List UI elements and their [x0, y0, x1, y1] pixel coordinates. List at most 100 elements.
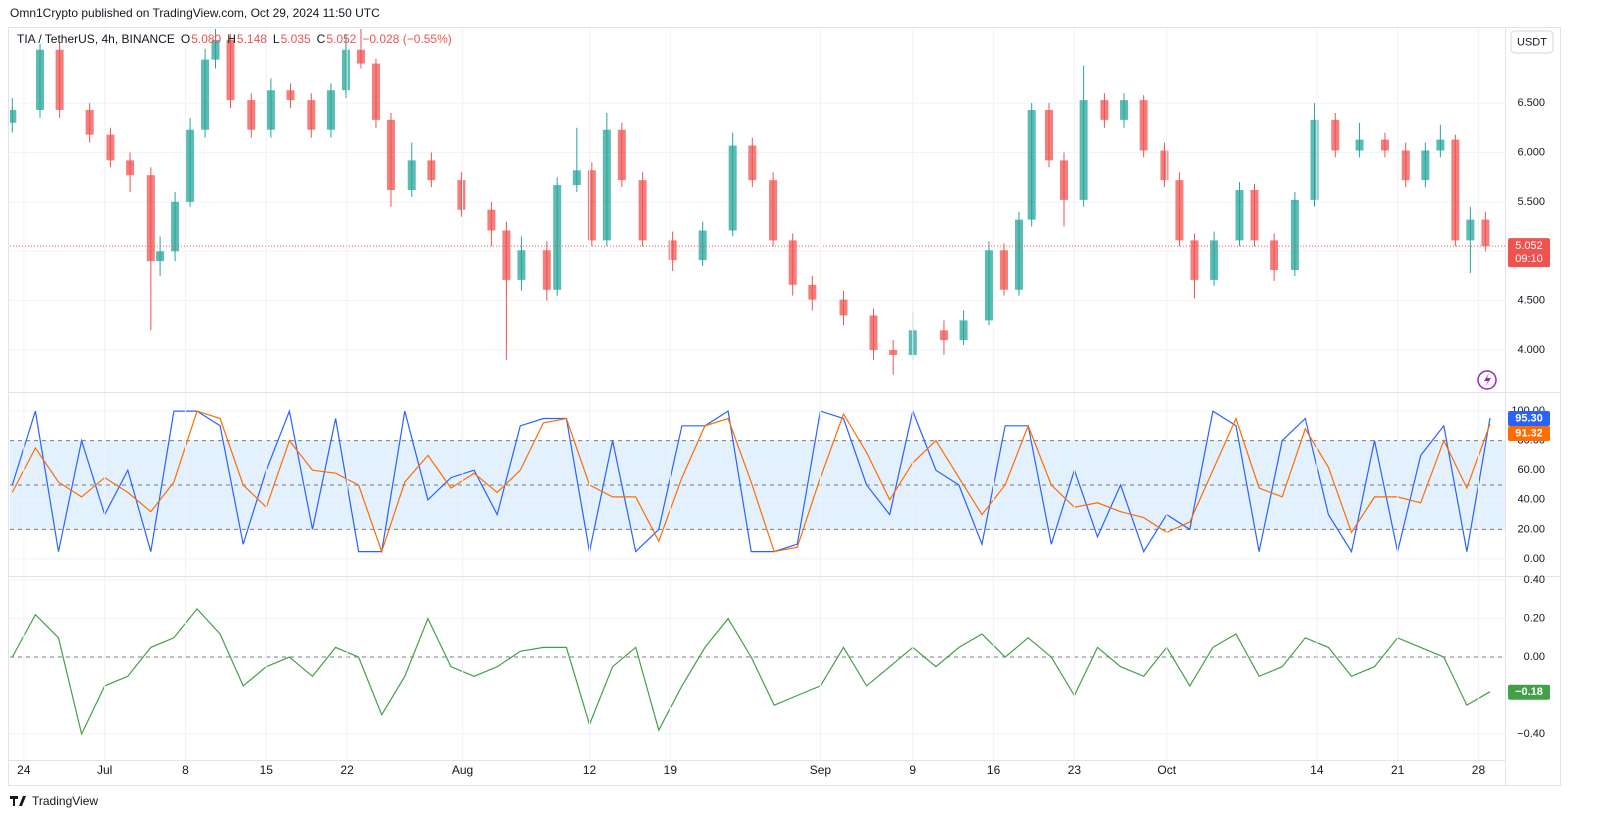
- last-value-box: [1508, 684, 1550, 700]
- candle-body: [638, 180, 647, 241]
- candle-body: [587, 170, 596, 241]
- x-tick-label: 16: [987, 763, 1001, 777]
- plot-layer: 4.0004.5005.0005.5006.0006.5005.05209:10…: [10, 28, 1550, 777]
- candle-body: [839, 299, 848, 316]
- candle-body: [1027, 109, 1036, 220]
- candle-body: [407, 160, 416, 190]
- alert-icon[interactable]: [1477, 370, 1497, 390]
- candle-body: [788, 240, 797, 285]
- chart-frame: [8, 27, 1561, 786]
- candle-body: [1421, 150, 1430, 181]
- candle-body: [1380, 139, 1389, 151]
- candle-body: [1355, 139, 1364, 151]
- y-tick-label: 40.00: [1517, 494, 1545, 506]
- candle-body: [553, 185, 562, 290]
- x-tick-label: 19: [664, 763, 678, 777]
- candle-body: [1210, 240, 1219, 280]
- currency-button[interactable]: USDT: [1510, 30, 1554, 54]
- y-tick-label: 0.40: [1524, 574, 1545, 586]
- last-value-box: [1508, 426, 1550, 442]
- x-tick-label: 21: [1391, 763, 1405, 777]
- candle-body: [542, 250, 551, 290]
- x-tick-label: Jul: [97, 763, 112, 777]
- candle-body: [1190, 240, 1199, 280]
- candle-body: [146, 175, 155, 262]
- candle-body: [156, 251, 165, 262]
- candle-body: [171, 201, 180, 252]
- candle-body: [999, 250, 1008, 290]
- candle-body: [1451, 139, 1460, 241]
- candle-body: [668, 240, 677, 261]
- candle-body: [1079, 100, 1088, 200]
- ohlc-key: O: [181, 32, 190, 46]
- candle-body: [602, 129, 611, 241]
- candle-body: [186, 129, 195, 202]
- candle-body: [1310, 119, 1319, 200]
- candle-body: [1044, 109, 1053, 161]
- candle-body: [55, 49, 64, 110]
- candle-body: [427, 160, 436, 181]
- candle-body: [201, 59, 210, 130]
- x-tick-label: 28: [1472, 763, 1486, 777]
- y-tick-label: 6.000: [1517, 146, 1545, 158]
- x-tick-label: 8: [182, 763, 189, 777]
- candle-body: [487, 209, 496, 231]
- candle-body: [457, 180, 466, 210]
- ohlc-value: 5.035: [281, 32, 311, 46]
- last-value-label: 95.30: [1515, 412, 1543, 424]
- candle-body: [617, 129, 626, 181]
- last-price-box: [1508, 238, 1550, 268]
- candle-body: [266, 90, 275, 130]
- candle-body: [808, 284, 817, 300]
- x-tick-label: 9: [909, 763, 916, 777]
- x-tick-label: 14: [1310, 763, 1324, 777]
- pane: [10, 579, 1505, 736]
- ohlc-value: 5.080: [191, 32, 221, 46]
- alert-bolt[interactable]: [1484, 373, 1491, 387]
- currency-label[interactable]: USDT: [1517, 36, 1547, 48]
- candle-body: [36, 49, 45, 110]
- last-price-label: 5.052: [1515, 240, 1543, 252]
- candle-body: [211, 39, 220, 60]
- candle-body: [869, 315, 878, 351]
- candle-body: [939, 330, 948, 341]
- y-tick-label: 0.20: [1524, 612, 1545, 624]
- y-tick-label: 5.500: [1517, 196, 1545, 208]
- candle-body: [106, 134, 115, 161]
- candle-body: [1401, 150, 1410, 181]
- series-line: [11, 607, 1491, 736]
- candle-body: [984, 250, 993, 321]
- candle-body: [247, 100, 256, 130]
- candle-body: [1100, 100, 1109, 120]
- x-tick-label: Sep: [810, 763, 832, 777]
- candle-body: [286, 90, 295, 101]
- candle-body: [1175, 180, 1184, 241]
- ohlc-key: H: [227, 32, 236, 46]
- candle-body: [1014, 219, 1023, 290]
- publish-info: Omn1Crypto published on TradingView.com,…: [10, 6, 380, 20]
- ohlc-value: 5.148: [237, 32, 267, 46]
- candle-body: [1436, 139, 1445, 151]
- candle-body: [1270, 240, 1279, 271]
- candle-body: [889, 350, 898, 355]
- candle-body: [356, 49, 365, 64]
- countdown-label: 09:10: [1515, 253, 1543, 265]
- x-tick-label: 15: [260, 763, 274, 777]
- x-tick-label: 22: [340, 763, 354, 777]
- ohlc-key: C: [317, 32, 326, 46]
- currency-button-box[interactable]: [1510, 30, 1554, 54]
- candle-body: [728, 145, 737, 231]
- candle-body: [1481, 219, 1490, 247]
- brand: TradingView: [10, 794, 98, 808]
- candle-body: [85, 109, 94, 135]
- y-tick-label: 6.500: [1517, 97, 1545, 109]
- change-label: −0.028 (−0.55%): [362, 32, 451, 46]
- pane: [10, 28, 1505, 375]
- candle-body: [326, 90, 335, 130]
- y-tick-label: −0.40: [1517, 728, 1545, 740]
- series-line: [11, 408, 1491, 554]
- x-tick-label: 24: [17, 763, 31, 777]
- candle-body: [1235, 189, 1244, 241]
- ohlc-value: 5.052: [326, 32, 356, 46]
